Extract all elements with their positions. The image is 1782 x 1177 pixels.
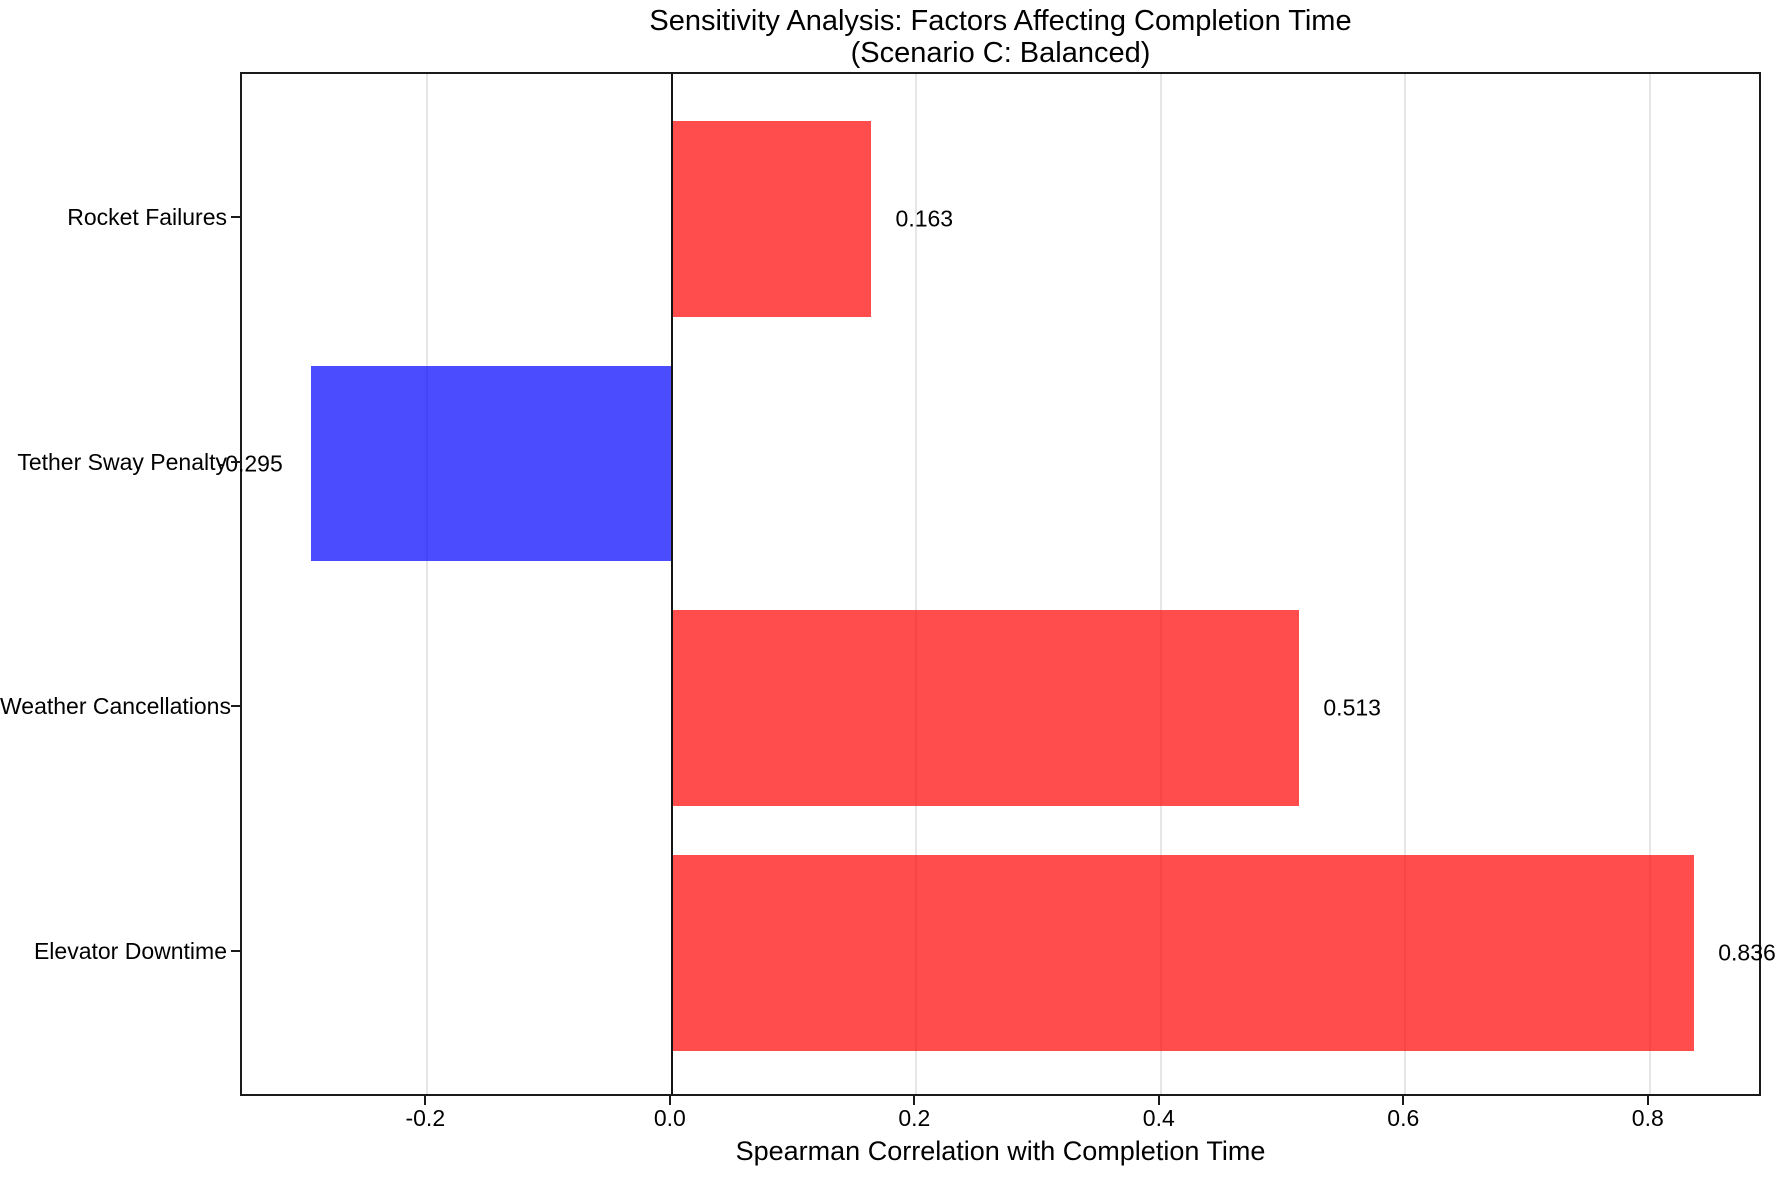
x-gridline	[915, 74, 918, 1094]
x-gridline	[1404, 74, 1407, 1094]
bar-weather-cancellations	[671, 610, 1299, 807]
x-tick-label: 0.0	[653, 1105, 686, 1131]
x-tick-mark	[913, 1096, 916, 1105]
y-tick-mark	[231, 460, 240, 463]
bar-rocket-failures	[671, 120, 872, 317]
x-tick-label: -0.2	[405, 1105, 446, 1131]
bar-value-label-tether-sway-penalty: -0.295	[217, 450, 283, 476]
plot-area: 0.163 -0.295 0.513 0.836	[218, 72, 1776, 1096]
x-tick-mark	[424, 1096, 427, 1105]
x-gridline	[1648, 74, 1651, 1094]
x-gridline	[1159, 74, 1162, 1094]
y-category-label-rocket-failures: Rocket Failures	[67, 203, 227, 230]
x-gridline	[426, 74, 429, 1094]
bar-value-label-elevator-downtime: 0.836	[1718, 939, 1776, 966]
x-axis-label: Spearman Correlation with Completion Tim…	[735, 1136, 1266, 1166]
chart-title-line2: (Scenario C: Balanced)	[850, 37, 1151, 69]
bar-tether-sway-penalty	[311, 365, 672, 562]
x-tick-mark	[1402, 1096, 1405, 1105]
y-category-label-tether-sway-penalty: Tether Sway Penalty	[17, 448, 227, 475]
chart-title: Sensitivity Analysis: Factors Affecting …	[240, 5, 1761, 69]
y-tick-mark	[231, 950, 240, 953]
bar-elevator-downtime	[671, 855, 1694, 1052]
y-tick-mark	[231, 215, 240, 218]
bar-value-label-weather-cancellations: 0.513	[1323, 694, 1381, 721]
zero-reference-line	[670, 74, 673, 1094]
y-tick-mark	[231, 705, 240, 708]
x-tick-label: 0.6	[1387, 1105, 1420, 1131]
chart-title-line1: Sensitivity Analysis: Factors Affecting …	[649, 5, 1352, 37]
x-tick-label: 0.2	[898, 1105, 931, 1131]
y-category-label-elevator-downtime: Elevator Downtime	[33, 938, 227, 965]
x-tick-mark	[668, 1096, 671, 1105]
y-category-label-weather-cancellations: Weather Cancellations	[0, 693, 231, 720]
x-tick-mark	[1646, 1096, 1649, 1105]
x-tick-mark	[1157, 1096, 1160, 1105]
x-tick-label: 0.8	[1631, 1105, 1664, 1131]
x-tick-label: 0.4	[1142, 1105, 1175, 1131]
bar-value-label-rocket-failures: 0.163	[895, 205, 954, 232]
